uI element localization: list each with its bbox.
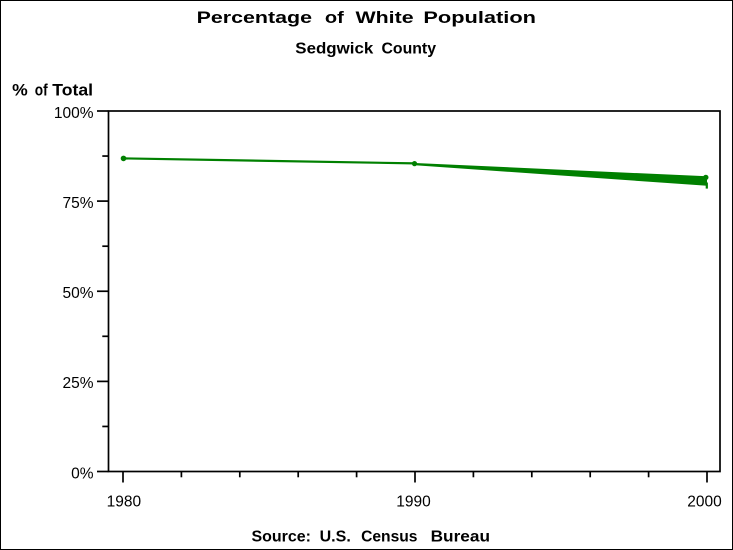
svg-text:U.S.: U.S.	[320, 529, 351, 546]
svg-text:Source:: Source:	[252, 529, 312, 546]
svg-text:White: White	[356, 8, 414, 27]
svg-text:50%: 50%	[62, 285, 93, 302]
svg-text:100%: 100%	[54, 105, 94, 122]
svg-text:1980: 1980	[107, 493, 142, 510]
svg-text:0%: 0%	[71, 465, 94, 482]
svg-text:%: %	[12, 81, 28, 100]
svg-text:25%: 25%	[62, 375, 93, 392]
svg-text:Population: Population	[423, 8, 536, 27]
svg-text:Bureau: Bureau	[431, 529, 490, 546]
svg-text:Sedgwick: Sedgwick	[295, 41, 373, 58]
svg-text:Total: Total	[52, 81, 93, 100]
svg-text:of: of	[35, 81, 48, 100]
svg-text:Census: Census	[361, 529, 417, 546]
svg-text:2000: 2000	[687, 493, 722, 510]
svg-text:of: of	[325, 8, 344, 27]
svg-text:1990: 1990	[396, 493, 431, 510]
svg-text:75%: 75%	[62, 195, 93, 212]
svg-text:County: County	[382, 41, 437, 58]
svg-text:Percentage: Percentage	[197, 8, 312, 27]
